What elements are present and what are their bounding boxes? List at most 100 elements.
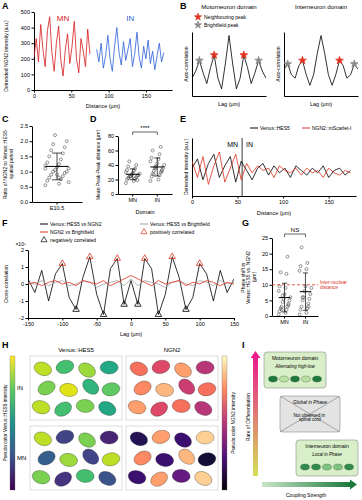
cell <box>101 451 121 467</box>
tick-mark <box>116 151 119 152</box>
legend-symbol <box>141 228 147 233</box>
tick: 0 <box>191 196 194 205</box>
plot-area <box>192 138 351 196</box>
marker <box>299 56 307 63</box>
legend-symbol <box>40 224 48 225</box>
marker <box>73 306 79 312</box>
axis-line <box>118 137 119 195</box>
legend-item: Venus::HES5 vs Brightfield <box>140 221 210 227</box>
point <box>160 170 163 173</box>
point <box>281 294 284 297</box>
series-label: MN <box>57 14 70 23</box>
tick-mark <box>26 250 29 251</box>
title: Interneuron domain <box>295 4 347 10</box>
tick: MN <box>128 194 137 203</box>
cell <box>172 360 194 380</box>
panel-letter: D <box>90 114 97 124</box>
tick-label: -50 <box>93 321 101 327</box>
image-panel <box>30 356 122 420</box>
point <box>136 179 139 182</box>
column-header: NGN2 <box>164 347 181 353</box>
tick: 500 <box>21 9 34 15</box>
tick: 1.5 <box>20 154 32 160</box>
point <box>48 155 51 158</box>
marker <box>240 51 248 58</box>
tick-label: 200 <box>21 56 30 62</box>
tick-mark <box>32 74 35 75</box>
tick-label: 5 <box>265 298 268 304</box>
panel: BMotorneuron domainLag (µm)Auto-correlat… <box>180 1 267 107</box>
panel: IRate of DifferentiationCoupling Strengt… <box>242 340 358 498</box>
x-axis-title: Lag (µm) <box>310 101 332 107</box>
tick-mark <box>26 301 29 302</box>
marker <box>210 51 218 58</box>
point <box>129 174 132 177</box>
point <box>278 285 281 288</box>
point <box>65 140 68 143</box>
legend-item: Brightfield peak <box>194 21 239 28</box>
point <box>48 176 51 179</box>
marker <box>169 253 175 259</box>
line <box>28 276 234 286</box>
tick: 5 <box>265 298 272 304</box>
plot-area <box>28 253 234 316</box>
cell <box>172 399 191 414</box>
point <box>277 313 280 316</box>
cell <box>55 428 76 445</box>
y-axis-title: Auto-correlation <box>183 46 189 82</box>
point <box>163 164 166 167</box>
point <box>280 305 283 308</box>
point <box>307 302 310 305</box>
axis-line <box>193 96 267 97</box>
cell <box>132 448 154 467</box>
tick-label: 60 <box>108 148 114 154</box>
marker <box>114 255 120 261</box>
box <box>264 352 326 388</box>
tick-mark <box>32 43 35 44</box>
cell <box>127 469 148 486</box>
plot-area <box>284 36 358 86</box>
panel: HVenus::HES5NGN2INMNPseudo color Venus::… <box>2 340 236 490</box>
tick: -1 <box>19 298 28 304</box>
tick-mark <box>270 238 273 239</box>
point <box>149 160 152 163</box>
axis-line <box>193 196 357 197</box>
tick-label: 40 <box>108 162 114 168</box>
error-bar <box>154 158 160 176</box>
cell-icon <box>280 376 289 382</box>
cell <box>172 469 191 484</box>
line <box>192 154 351 182</box>
tick-label: 50 <box>69 93 75 99</box>
point <box>302 296 305 299</box>
point <box>59 178 62 181</box>
legend-item: Neighbouring peak <box>194 13 246 20</box>
axis-bottom: 050100150 <box>191 196 357 205</box>
tick-label: -1 <box>19 298 24 304</box>
y-axis-title: Cross-correlation <box>3 265 9 303</box>
legend-label: Venus::HES5 vs Brightfield <box>150 221 210 227</box>
tick: 150 <box>325 196 334 205</box>
point <box>305 268 308 271</box>
tick-mark <box>116 136 119 137</box>
tick-mark <box>116 165 119 166</box>
bracket <box>133 132 158 135</box>
tick-label: 0 <box>191 199 194 205</box>
point <box>126 169 129 172</box>
point <box>298 313 301 316</box>
legend-label: Brightfield peak <box>204 22 239 28</box>
tick-label: 80 <box>108 133 114 139</box>
point <box>129 175 132 178</box>
annotation: IN <box>246 141 253 148</box>
point <box>52 170 55 173</box>
cell-icon <box>301 464 310 470</box>
line <box>284 36 358 86</box>
tick-mark <box>26 318 29 319</box>
arrow <box>262 482 350 487</box>
cell <box>132 378 154 397</box>
tick: 0.5 <box>20 184 32 190</box>
cell-icon <box>345 464 354 470</box>
box-text: Not observed in spinal cord <box>294 413 327 423</box>
legend-item: Venus::HES5 <box>250 125 290 131</box>
axis-line <box>119 194 173 195</box>
panel: MNIN020406080****DDomainMean Peak-Peak d… <box>90 114 173 215</box>
